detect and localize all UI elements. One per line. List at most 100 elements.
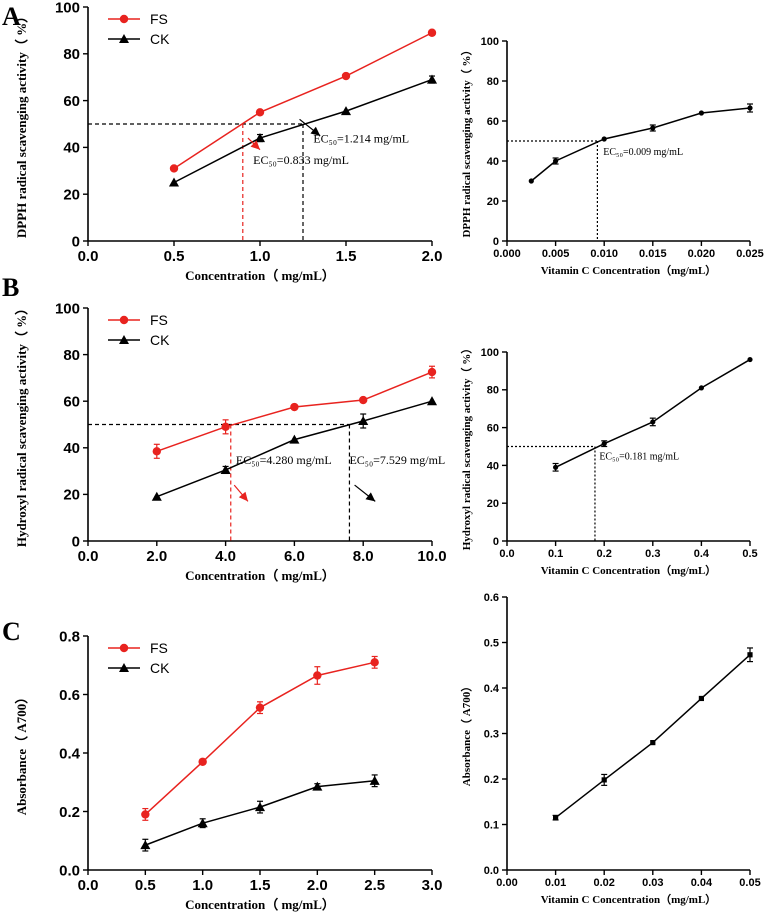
data-point xyxy=(151,491,162,501)
x-tick-label: 10.0 xyxy=(417,548,446,565)
y-tick-label: 100 xyxy=(481,347,499,359)
data-point xyxy=(426,74,438,84)
x-axis-title: Vitamin C Concentration（mg/mL） xyxy=(541,893,717,906)
series-ck xyxy=(151,396,438,501)
series-vitamin-c xyxy=(528,103,753,184)
chart-c-right: 0.0 0.1 0.2 0.3 0.4 0.5 0.6 0.00 0.01 0.02 0.03 0.0… xyxy=(460,592,761,906)
series-line xyxy=(555,654,751,819)
x-tick-label: 8.0 xyxy=(353,548,374,565)
x-tick-label: 0.0 xyxy=(78,248,99,265)
axes: 0 20 40 60 80 100 0.000 0.005 0.010 0.015 0.020 0.0… xyxy=(481,36,764,260)
y-tick-label: 0.0 xyxy=(484,865,499,877)
chart-c-left: 0.0 0.2 0.4 0.6 0.8 0.0 0.5 1.0 1.5 2.0 2.5 3.0 Conc… xyxy=(14,628,442,912)
x-tick-label: 0.1 xyxy=(548,548,563,560)
x-tick-label: 1.0 xyxy=(250,248,271,265)
data-point xyxy=(255,108,265,117)
x-tick-label: 2.0 xyxy=(146,548,167,565)
y-tick-label: 20 xyxy=(63,186,80,203)
x-tick-label: 0.000 xyxy=(493,248,521,260)
series-fs xyxy=(152,365,437,459)
x-tick-label: 0.020 xyxy=(688,248,716,260)
series-line xyxy=(530,107,751,182)
axes: 0.0 0.2 0.4 0.6 0.8 0.0 0.5 1.0 1.5 2.0 2.5 3.0 xyxy=(59,628,442,894)
x-axis-title: Vitamin C Concentration（mg/mL） xyxy=(541,564,717,577)
data-point xyxy=(650,419,656,425)
data-point xyxy=(747,652,753,658)
data-point xyxy=(553,464,559,470)
y-tick-label: 60 xyxy=(487,116,499,128)
y-tick-label: 0.2 xyxy=(59,804,80,821)
data-point xyxy=(359,395,368,405)
x-tick-label: 0.00 xyxy=(496,877,517,889)
y-tick-label: 40 xyxy=(487,460,499,472)
chart-b-left: 0 20 40 60 80 100 0.0 2.0 4.0 6.0 8.0 10.0 Concentra… xyxy=(14,300,447,583)
data-point xyxy=(313,671,322,680)
panel-letter-a: A xyxy=(2,2,21,31)
data-point xyxy=(698,110,705,116)
axes: 0 20 40 60 80 100 0.0 2.0 4.0 6.0 8.0 10.0 xyxy=(55,300,447,565)
data-point xyxy=(528,178,534,184)
ec50-annotation: EC₅₀=7.529 mg/mL xyxy=(349,453,445,502)
x-tick-label: 2.0 xyxy=(307,877,328,894)
x-tick-label: 0.04 xyxy=(691,877,713,889)
x-tick-label: 0.005 xyxy=(542,248,570,260)
y-tick-label: 0.1 xyxy=(484,819,499,831)
y-tick-label: 60 xyxy=(487,422,499,434)
data-point xyxy=(601,441,607,447)
legend: FS CK xyxy=(108,11,170,47)
y-tick-label: 0.5 xyxy=(484,637,499,649)
x-tick-label: 0.03 xyxy=(642,877,663,889)
series-line xyxy=(144,661,375,815)
legend-marker xyxy=(119,315,129,325)
data-point xyxy=(340,106,352,116)
y-axis-title: DPPH radical scavenging activity（ %） xyxy=(14,10,29,238)
series-vitamin-c xyxy=(552,647,753,821)
ec50-label: EC₅₀=1.214 mg/mL xyxy=(313,132,409,146)
ec50-annotation: EC₅₀=0.009 mg/mL xyxy=(603,147,683,158)
annotation-arrow-head xyxy=(250,140,260,150)
data-point xyxy=(358,415,369,426)
y-tick-label: 0.4 xyxy=(484,683,500,695)
data-point xyxy=(601,777,607,783)
x-tick-label: 0.05 xyxy=(739,877,760,889)
x-tick-label: 0.02 xyxy=(593,877,614,889)
data-point xyxy=(553,158,559,164)
series-line xyxy=(156,400,433,498)
series-ck xyxy=(140,774,380,852)
y-axis-title: Absorbance（ A700） xyxy=(460,681,473,786)
data-point xyxy=(254,802,266,812)
y-axis-title: Hydroxyl radical scavenging activity（ %） xyxy=(460,343,473,551)
y-tick-label: 0.2 xyxy=(484,774,499,786)
axes: 0.0 0.1 0.2 0.3 0.4 0.5 0.6 0.00 0.01 0.02 0.03 0.0… xyxy=(484,592,761,889)
y-tick-label: 40 xyxy=(63,140,80,157)
data-point xyxy=(747,356,753,363)
data-point xyxy=(747,105,753,111)
x-tick-label: 0.5 xyxy=(164,248,185,265)
y-axis-title: Absorbance（ A700） xyxy=(14,691,29,816)
x-tick-label: 3.0 xyxy=(422,877,443,894)
data-point xyxy=(427,28,437,37)
annotation-arrow-head xyxy=(365,492,376,502)
legend-marker xyxy=(119,335,129,344)
ec50-annotation: EC₅₀=1.214 mg/mL xyxy=(299,118,409,146)
legend-label: CK xyxy=(150,31,170,47)
chart-a-left: 0 20 40 60 80 100 0.0 0.5 1.0 1.5 2.0 Concentration… xyxy=(14,0,442,283)
y-tick-label: 0 xyxy=(493,536,499,548)
data-point xyxy=(650,125,656,131)
y-tick-label: 100 xyxy=(55,300,80,317)
x-axis-title: Concentration（ mg/mL） xyxy=(185,568,335,583)
x-tick-label: 1.5 xyxy=(250,877,271,894)
data-point xyxy=(168,177,180,187)
legend-marker xyxy=(119,14,129,24)
data-point xyxy=(220,464,231,474)
legend-label: CK xyxy=(150,332,170,348)
y-axis-title: Hydroxyl radical scavenging activity（ %） xyxy=(14,302,29,547)
data-point xyxy=(290,402,299,412)
data-point xyxy=(369,775,380,785)
y-tick-label: 100 xyxy=(481,36,499,48)
x-tick-label: 4.0 xyxy=(215,548,236,565)
ec50-annotation: EC₅₀=4.280 mg/mL xyxy=(233,453,332,502)
y-tick-label: 0.6 xyxy=(484,592,499,604)
data-point xyxy=(254,133,266,143)
